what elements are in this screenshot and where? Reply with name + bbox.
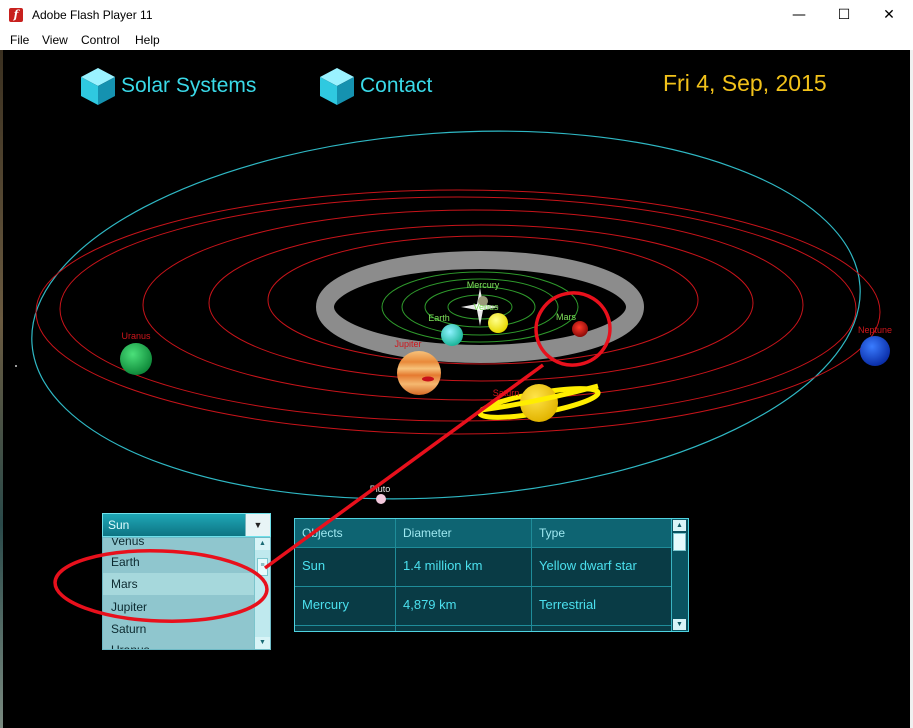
planet-data-table: Objects Diameter Type Sun 1.4 million km… (294, 518, 689, 632)
menu-help[interactable]: Help (135, 33, 160, 47)
venus-planet[interactable] (488, 313, 508, 333)
scroll-up-icon[interactable]: ▲ (255, 538, 270, 550)
earth-label: Earth (428, 313, 450, 323)
cube-icon (81, 68, 115, 105)
window-title: Adobe Flash Player 11 (32, 8, 153, 22)
list-item[interactable]: Earth (111, 555, 140, 569)
selector-value: Sun (108, 518, 130, 532)
jupiter-label: Jupiter (394, 339, 421, 349)
nav-contact[interactable]: Contact (318, 68, 458, 104)
table-cell: Mercury (302, 597, 349, 612)
nav-solar-systems-label: Solar Systems (121, 74, 257, 97)
list-item[interactable]: Uranus (111, 643, 150, 650)
mercury-label: Mercury (467, 280, 500, 290)
column-header-objects[interactable]: Objects (302, 526, 343, 540)
scroll-down-icon[interactable]: ▼ (255, 637, 270, 649)
mercury-planet[interactable] (478, 296, 488, 306)
scroll-thumb[interactable]: ≡ (257, 558, 268, 576)
table-cell: Terrestrial (539, 597, 597, 612)
mars-label: Mars (556, 312, 576, 322)
chevron-down-icon[interactable]: ▼ (245, 514, 270, 536)
table-scrollbar[interactable]: ▲ ▼ (671, 519, 688, 631)
object-selector[interactable]: Sun ▼ (102, 513, 271, 537)
earth-planet[interactable] (441, 324, 463, 346)
uranus-label: Uranus (121, 331, 151, 341)
window-edge-right (910, 50, 913, 728)
dropdown-scrollbar[interactable]: ▲ ≡ ▼ (254, 538, 270, 649)
close-button[interactable]: ✕ (883, 7, 895, 23)
maximize-button[interactable]: ☐ (837, 7, 851, 23)
title-bar: f Adobe Flash Player 11 — ☐ ✕ (0, 0, 913, 30)
pluto-label: Pluto (370, 484, 391, 494)
desktop-edge-left (0, 50, 3, 728)
scroll-up-icon[interactable]: ▲ (673, 520, 686, 531)
menu-view[interactable]: View (42, 33, 68, 47)
table-cell: 1.4 million km (403, 558, 483, 573)
minimize-button[interactable]: — (792, 7, 806, 23)
column-header-type[interactable]: Type (539, 526, 566, 540)
saturn-label: Saturn (493, 388, 520, 398)
table-cell: Sun (302, 558, 326, 573)
menu-control[interactable]: Control (81, 33, 120, 47)
pluto-planet[interactable] (376, 494, 386, 504)
flash-stage: Mercury Venus Earth Mars Jupiter Saturn … (3, 50, 910, 728)
venus-label: Venus (473, 302, 499, 312)
cube-icon (320, 68, 354, 105)
jupiter-planet[interactable] (397, 351, 441, 395)
nav-contact-label: Contact (360, 74, 433, 97)
neptune-planet[interactable] (860, 336, 890, 366)
menu-bar: File View Control Help (0, 30, 913, 50)
current-date: Fri 4, Sep, 2015 (663, 70, 827, 96)
menu-file[interactable]: File (10, 33, 30, 47)
object-dropdown-list: Venus Earth Mars Jupiter Saturn Uranus ▲… (102, 537, 271, 650)
neptune-label: Neptune (858, 325, 892, 335)
nav-solar-systems[interactable]: Solar Systems (79, 68, 269, 104)
scroll-down-icon[interactable]: ▼ (673, 619, 686, 630)
list-item[interactable]: Jupiter (111, 600, 148, 614)
list-item[interactable]: Venus (111, 537, 145, 548)
table-header (295, 519, 672, 547)
table-cell: Yellow dwarf star (539, 558, 637, 573)
list-item[interactable]: Saturn (111, 622, 147, 636)
scroll-thumb[interactable] (673, 533, 686, 551)
mars-planet[interactable] (572, 321, 588, 337)
list-item-selected[interactable]: Mars (103, 573, 256, 595)
uranus-planet[interactable] (120, 343, 152, 375)
column-header-diameter[interactable]: Diameter (403, 526, 452, 540)
table-cell: 4,879 km (403, 597, 457, 612)
flash-app-icon: f (9, 8, 23, 22)
